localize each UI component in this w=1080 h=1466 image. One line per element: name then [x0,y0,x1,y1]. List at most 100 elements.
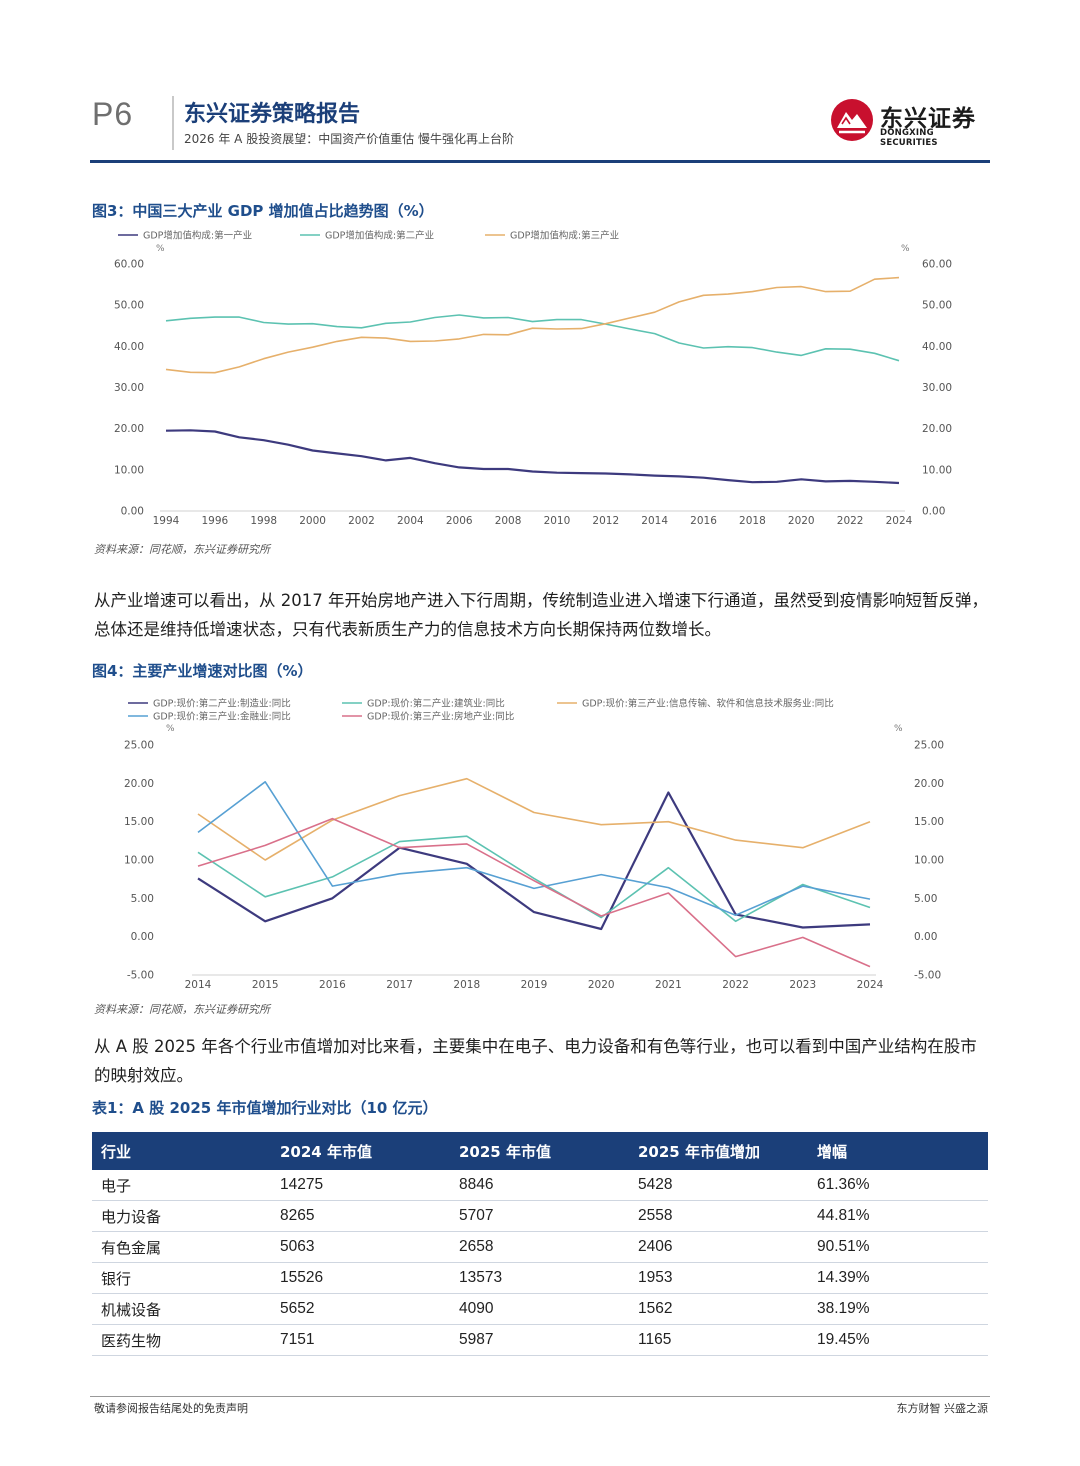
y-unit-right: % [901,244,910,254]
x-tick-label: 2019 [521,979,548,991]
series-line [197,791,871,931]
header-divider [172,96,174,150]
y-tick-label-right: 0.00 [922,506,945,518]
table-row: 有色金属 5063 2658 2406 90.51% [92,1231,988,1263]
series-line [165,429,900,485]
y-tick-label-right: 15.00 [914,816,944,828]
column-header-cap-increase: 2025 年市值增加 [629,1132,808,1170]
x-tick-label: 2002 [348,515,375,527]
y-tick-label-right: 25.00 [914,740,944,752]
x-tick-label: 2024 [857,979,884,991]
table-cell: 4090 [450,1293,629,1325]
y-tick-label-left: 10.00 [124,855,154,867]
table-cell: 13573 [450,1262,629,1294]
y-tick-label-left: 5.00 [131,893,154,905]
x-tick-label: 2021 [655,979,682,991]
y-unit-left: % [166,724,175,734]
y-tick-label-right: 60.00 [922,259,952,271]
table-cell: 15526 [271,1262,450,1294]
y-tick-label-left: 30.00 [114,382,144,394]
x-tick-label: 2020 [788,515,815,527]
y-tick-label-right: 40.00 [922,341,952,353]
report-subtitle: 2026 年 A 股投资展望：中国资产价值重估 慢牛强化再上台阶 [184,132,515,146]
table-cell: 医药生物 [92,1324,271,1356]
table-cell: 8846 [450,1170,629,1201]
table-cell: 机械设备 [92,1293,271,1325]
legend-label: GDP增加值构成:第一产业 [143,230,252,242]
table-cell: 2558 [629,1200,808,1232]
column-header-industry: 行业 [92,1132,271,1170]
figure3-source: 资料来源：同花顺，东兴证券研究所 [94,543,270,556]
y-tick-label-left: -5.00 [127,970,154,982]
dongxing-logo-icon [831,99,873,141]
table-cell: 5987 [450,1324,629,1356]
y-tick-label-left: 25.00 [124,740,154,752]
legend-label: GDP增加值构成:第三产业 [510,230,619,242]
x-tick-label: 2010 [544,515,571,527]
table-cell: 2658 [450,1231,629,1263]
y-tick-label-left: 0.00 [121,506,144,518]
paragraph-industry-growth: 从产业增速可以看出，从 2017 年开始房地产进入下行周期，传统制造业进入增速下… [94,591,988,639]
x-tick-label: 2015 [252,979,279,991]
y-tick-label-right: 10.00 [922,464,952,476]
column-header-2025-cap: 2025 年市值 [450,1132,629,1170]
footer-rule [90,1396,990,1397]
legend-label: GDP:现价:第三产业:金融业:同比 [153,711,291,723]
table-cell: 电力设备 [92,1200,271,1232]
table-cell: 银行 [92,1262,271,1294]
brand-logo: 东兴证券 DONGXING SECURITIES [830,97,990,148]
table-row: 医药生物 7151 5987 1165 19.45% [92,1324,988,1356]
series-line [197,777,871,861]
y-tick-label-left: 10.00 [114,464,144,476]
table-cell: 90.51% [808,1231,988,1263]
series-line [197,835,871,923]
x-tick-label: 2008 [495,515,522,527]
table-cell: 1953 [629,1262,808,1294]
table-header-row: 行业 2024 年市值 2025 年市值 2025 年市值增加 增幅 [92,1132,988,1170]
series-line [197,817,871,968]
page-label: P6 [92,96,134,132]
table-cell: 19.45% [808,1324,988,1356]
figure4-source: 资料来源：同花顺，东兴证券研究所 [94,1003,270,1016]
x-tick-label: 2022 [837,515,864,527]
x-tick-label: 2014 [185,979,212,991]
y-tick-label-right: 10.00 [914,855,944,867]
footer-slogan: 东方财智 兴盛之源 [896,1402,989,1415]
table-cell: 7151 [271,1324,450,1356]
table1-caption: 表1：A 股 2025 年市值增加行业对比（10 亿元） [92,1099,438,1117]
y-tick-label-right: 20.00 [922,423,952,435]
y-unit-right: % [894,724,903,734]
y-tick-label-right: 50.00 [922,300,952,312]
market-cap-table: 行业 2024 年市值 2025 年市值 2025 年市值增加 增幅 电子 14… [92,1132,988,1356]
header-rule [90,160,990,163]
series-line [197,781,871,916]
x-tick-label: 2016 [690,515,717,527]
table-cell: 44.81% [808,1200,988,1232]
y-tick-label-right: -5.00 [914,970,941,982]
table-cell: 5063 [271,1231,450,1263]
x-tick-label: 2017 [386,979,413,991]
table-cell: 1165 [629,1324,808,1356]
legend-label: GDP:现价:第三产业:信息传输、软件和信息技术服务业:同比 [582,698,834,710]
x-tick-label: 2016 [319,979,346,991]
x-tick-label: 2020 [588,979,615,991]
legend-label: GDP:现价:第二产业:建筑业:同比 [367,698,505,710]
x-tick-label: 1996 [201,515,228,527]
y-tick-label-right: 5.00 [914,893,937,905]
table-cell: 5428 [629,1170,808,1201]
x-tick-label: 2004 [397,515,424,527]
x-tick-label: 2014 [641,515,668,527]
x-tick-label: 2000 [299,515,326,527]
table-row: 银行 15526 13573 1953 14.39% [92,1262,988,1294]
table-cell: 8265 [271,1200,450,1232]
series-line [165,314,900,362]
table-row: 机械设备 5652 4090 1562 38.19% [92,1293,988,1325]
y-unit-left: % [156,244,165,254]
table-cell: 38.19% [808,1293,988,1325]
table-row: 电力设备 8265 5707 2558 44.81% [92,1200,988,1232]
table-cell: 5652 [271,1293,450,1325]
table-cell: 5707 [450,1200,629,1232]
column-header-growth: 增幅 [808,1132,988,1170]
table-row: 电子 14275 8846 5428 61.36% [92,1170,988,1201]
x-tick-label: 1994 [153,515,180,527]
